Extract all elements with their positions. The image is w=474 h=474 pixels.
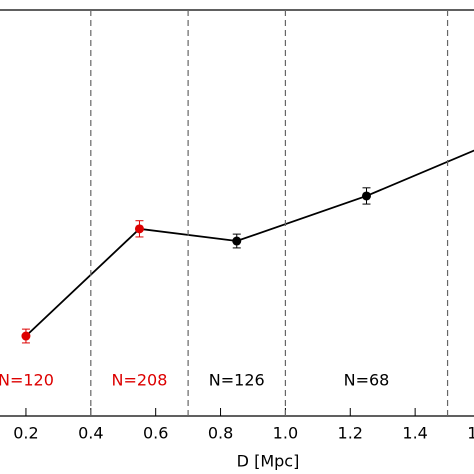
x-axis-label: D [Mpc]: [237, 452, 300, 471]
annotation: N=68: [344, 371, 390, 390]
annotation: N=208: [111, 371, 167, 390]
x-tick-label: 0.6: [143, 424, 168, 443]
x-tick-label: 1.0: [273, 424, 298, 443]
x-tick-label: 1.4: [402, 424, 427, 443]
point: [134, 224, 144, 234]
x-tick-label: 0.4: [78, 424, 103, 443]
annotation: N=120: [0, 371, 54, 390]
x-tick-label: 1.2: [338, 424, 363, 443]
line: [25, 149, 474, 337]
x-tick-label: 0.2: [13, 424, 38, 443]
x-tick-label: 0.8: [208, 424, 233, 443]
point: [21, 331, 31, 341]
point: [361, 191, 371, 201]
point: [232, 236, 242, 246]
x-tick-label: 1.6: [467, 424, 474, 443]
annotation: N=126: [209, 371, 265, 390]
